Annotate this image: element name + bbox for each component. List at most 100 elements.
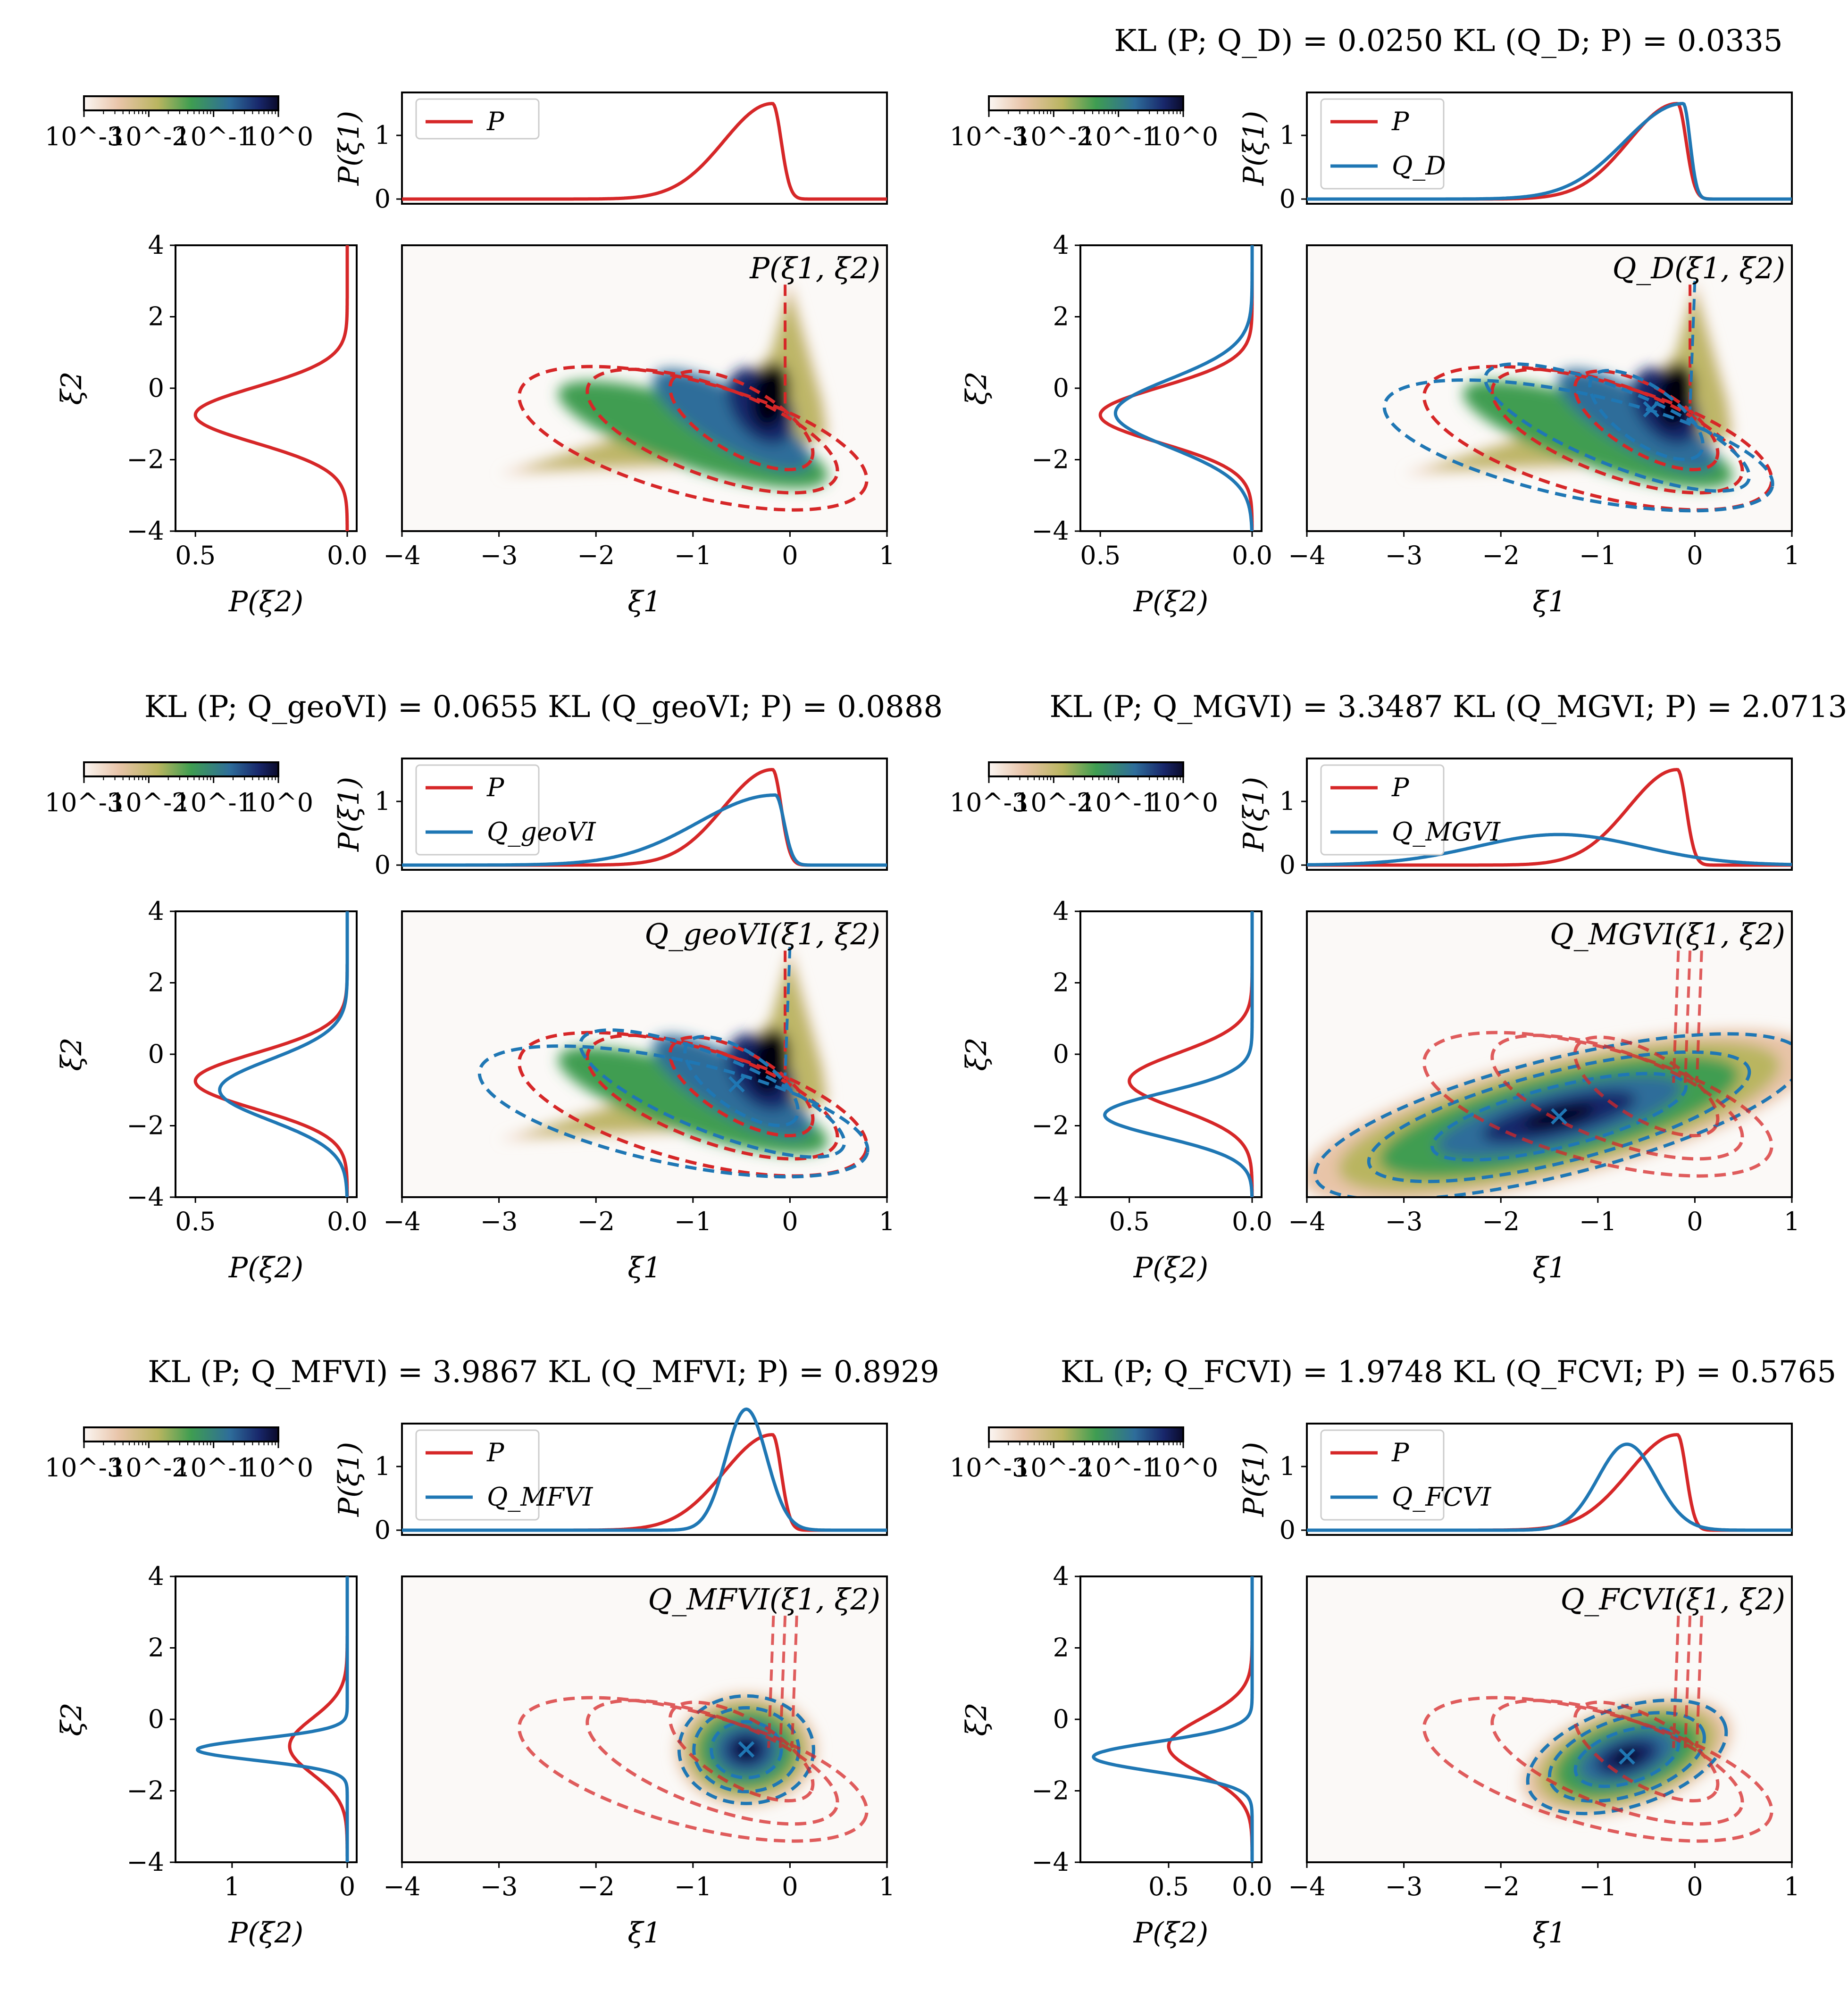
marginal-xi2-Q — [218, 911, 349, 1198]
density-level — [1523, 1104, 1595, 1129]
xtick-label: −3 — [480, 1207, 518, 1236]
legend-label: Q_MGVI — [1392, 817, 1501, 847]
ytick-label: 2 — [148, 968, 164, 998]
xtick-label: −3 — [480, 541, 518, 570]
ylabel: ξ2 — [55, 1037, 88, 1071]
P-contour — [1573, 1700, 1720, 1803]
ytick-label: 0 — [1053, 1704, 1069, 1734]
density-level — [736, 1742, 756, 1758]
P-contours — [517, 1616, 869, 1843]
ytick-label: −2 — [1031, 1776, 1069, 1806]
colorbar-tick-label: 10^-2 — [1014, 122, 1093, 151]
ytick-label: −2 — [126, 1776, 164, 1806]
colorbar-tick-label: 10^0 — [1148, 1453, 1218, 1483]
xtick-label: 1 — [1784, 541, 1800, 570]
colorbar — [83, 761, 279, 777]
xlabel: ξ1 — [1532, 1917, 1566, 1950]
legend-label: P — [1391, 773, 1410, 802]
xtick-label: −1 — [674, 1207, 712, 1236]
top-ytick-label: 1 — [375, 1451, 391, 1481]
marginal-xi1-Q — [1307, 833, 1792, 867]
colorbar-tick-label: 10^-2 — [1014, 788, 1093, 817]
colorbar-tick-label: 10^-3 — [950, 122, 1029, 151]
panel-title: KL (P; Q_MGVI) = 3.3487 KL (Q_MGVI; P) =… — [1050, 690, 1848, 725]
marginal-xi1-Q — [1307, 1442, 1792, 1532]
joint-frame — [401, 910, 888, 1198]
xtick-label: 1 — [879, 1207, 895, 1236]
ytick-label: 4 — [1053, 230, 1069, 260]
Q-contour — [710, 1720, 783, 1780]
legend-label: P — [486, 1438, 505, 1467]
Q-contour — [1430, 1072, 1688, 1162]
mode-marker: × — [1639, 392, 1663, 425]
density-level — [1612, 1748, 1642, 1766]
xtick-label: −1 — [1579, 1207, 1617, 1236]
P-contour — [668, 1035, 815, 1138]
P-contour — [767, 1616, 775, 1748]
xtick-label: 1 — [1784, 1872, 1800, 1901]
xtick-label: −4 — [383, 541, 421, 570]
ytick-label: 0 — [1053, 1039, 1069, 1069]
ytick-label: 4 — [148, 896, 164, 926]
marg2-xtick-label: 1 — [224, 1872, 240, 1901]
ytick-label: 0 — [148, 1039, 164, 1069]
xtick-label: −1 — [674, 1872, 712, 1901]
colorbar-tick-label: 10^-1 — [174, 122, 253, 151]
P-contour — [668, 1700, 815, 1803]
xlabel: ξ1 — [1532, 1251, 1566, 1284]
P-contour — [1695, 1616, 1703, 1748]
joint-frame — [401, 244, 888, 532]
ytick-label: 2 — [1053, 302, 1069, 332]
Q-contour — [1526, 1698, 1728, 1816]
panel-title: KL (P; Q_geoVI) = 0.0655 KL (Q_geoVI; P)… — [144, 690, 943, 725]
P-contour — [1672, 1616, 1680, 1748]
xtick-label: −4 — [1288, 1872, 1326, 1901]
xtick-label: −1 — [1579, 541, 1617, 570]
marg2-xtick-label: 0.0 — [1232, 1207, 1272, 1236]
joint-label: Q_MGVI(ξ1, ξ2) — [1550, 917, 1785, 951]
mode-marker: × — [1615, 1740, 1639, 1773]
marg2-xtick-label: 0.5 — [175, 541, 216, 570]
xtick-label: −4 — [1288, 1207, 1326, 1236]
left-marginal-frame — [175, 910, 358, 1198]
ytick-label: 0 — [148, 1704, 164, 1734]
joint-label: Q_MFVI(ξ1, ξ2) — [648, 1582, 880, 1617]
colorbar-tick-label: 10^-1 — [1079, 1453, 1158, 1483]
joint-density: × — [477, 947, 870, 1179]
ytick-label: 0 — [148, 373, 164, 403]
marg2-xlabel: P(ξ2) — [1133, 1917, 1208, 1950]
ytick-label: −2 — [1031, 1111, 1069, 1141]
colorbar-tick-label: 10^-1 — [174, 1453, 253, 1483]
ytick-label: 2 — [1053, 968, 1069, 998]
legend-label: Q_FCVI — [1392, 1482, 1492, 1512]
panel-title: KL (P; Q_D) = 0.0250 KL (Q_D; P) = 0.033… — [1114, 24, 1782, 58]
top-ytick-label: 0 — [375, 184, 391, 214]
ytick-label: −2 — [1031, 445, 1069, 475]
legend-label: Q_geoVI — [487, 817, 596, 847]
xtick-label: 0 — [782, 1872, 798, 1901]
ytick-label: 4 — [1053, 1561, 1069, 1591]
panel-MFVI: KL (P; Q_MFVI) = 3.9867 KL (Q_MFVI; P) =… — [45, 1355, 939, 1950]
Q-contour — [1689, 281, 1697, 410]
marg2-xtick-label: 0.5 — [1080, 541, 1121, 570]
xtick-label: −2 — [577, 1872, 615, 1901]
marg2-xlabel: P(ξ2) — [1133, 585, 1208, 618]
marg2-xtick-label: 0.5 — [1109, 1207, 1150, 1236]
colorbar-tick-label: 10^0 — [243, 1453, 313, 1483]
top-ylabel: P(ξ1) — [1238, 1442, 1271, 1517]
marginal-xi2-Q — [1113, 245, 1254, 531]
colorbar-tick-label: 10^-1 — [1079, 788, 1158, 817]
mode-marker: × — [1547, 1100, 1571, 1133]
xtick-label: −3 — [480, 1872, 518, 1901]
P-contour — [1573, 369, 1720, 472]
legend-label: P — [1391, 1438, 1410, 1467]
ytick-label: −4 — [126, 516, 164, 546]
xlabel: ξ1 — [627, 1917, 661, 1950]
xtick-label: −4 — [383, 1872, 421, 1901]
P-contour — [1573, 1035, 1720, 1138]
Q-contour — [477, 1044, 870, 1179]
ytick-label: 0 — [1053, 373, 1069, 403]
ylabel: ξ2 — [960, 1702, 993, 1736]
